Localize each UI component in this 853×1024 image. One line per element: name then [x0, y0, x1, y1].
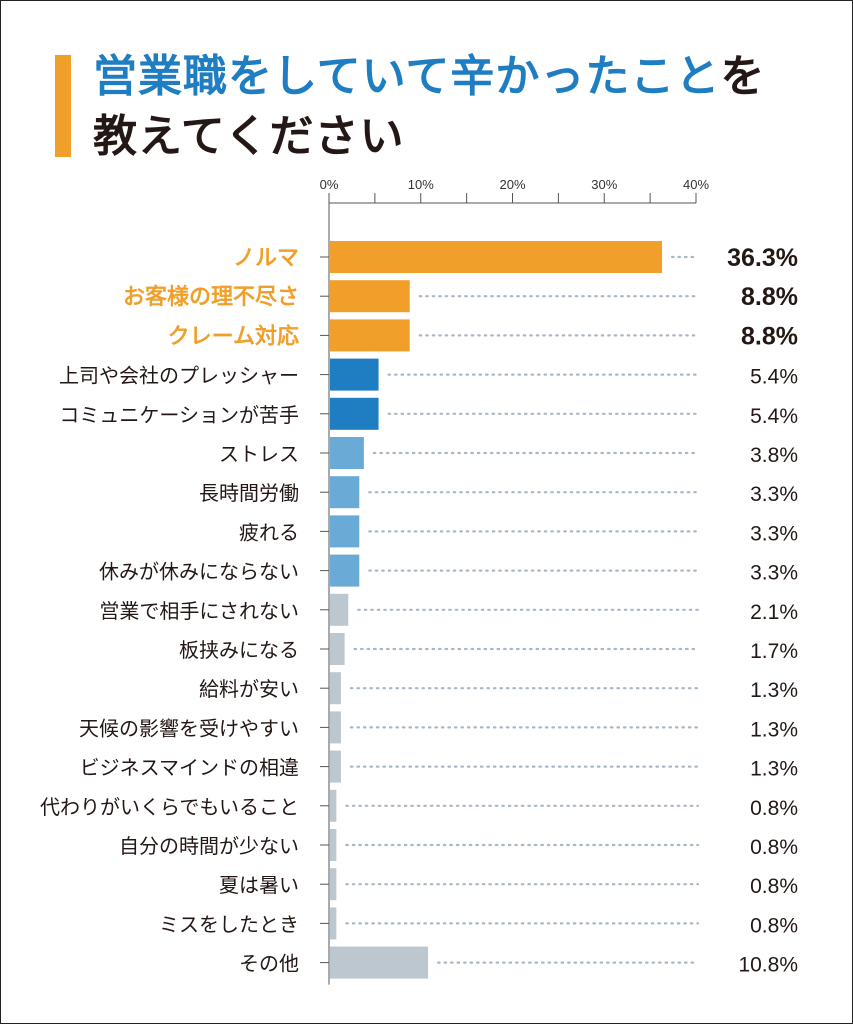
bar	[330, 319, 410, 352]
bar	[330, 672, 341, 705]
category-label: 上司や会社のプレッシャー	[59, 364, 299, 388]
chart-title-line-2: 教えてください	[93, 111, 405, 162]
value-label: 1.7%	[750, 640, 798, 663]
bar	[330, 633, 345, 665]
bar	[330, 593, 349, 626]
x-tick-label: 20%	[499, 177, 525, 192]
value-label: 0.8%	[750, 797, 798, 820]
value-label: 3.3%	[750, 522, 798, 545]
bar	[330, 515, 360, 548]
category-label: その他	[239, 952, 299, 976]
chart-title-rest: を	[720, 51, 766, 102]
value-label: 3.8%	[750, 444, 798, 467]
category-label: 長時間労働	[199, 481, 299, 505]
category-label: 疲れる	[239, 520, 299, 544]
x-tick-label: 0%	[320, 177, 339, 192]
category-label: お客様の理不尽さ	[123, 284, 299, 310]
value-label: 1.3%	[750, 758, 798, 781]
value-label: 0.8%	[750, 836, 798, 859]
value-label: 3.3%	[750, 483, 798, 506]
bar	[330, 868, 337, 901]
bar	[330, 241, 663, 273]
value-label: 8.8%	[741, 322, 798, 350]
category-label: コミュニケーションが苦手	[59, 403, 299, 427]
category-label: 休みが休みにならない	[99, 560, 299, 584]
value-label: 1.3%	[750, 718, 798, 741]
category-label: 給料が安い	[199, 677, 299, 701]
category-label: ミスをしたとき	[159, 912, 299, 936]
category-label: ビジネスマインドの相違	[80, 756, 299, 780]
value-label: 5.4%	[750, 405, 798, 428]
category-label: ノルマ	[233, 246, 299, 271]
value-label: 1.3%	[750, 679, 798, 702]
value-label: 0.8%	[750, 914, 798, 937]
bar	[330, 476, 360, 509]
category-label: クレーム対応	[168, 323, 299, 349]
value-label: 36.3%	[727, 244, 798, 272]
category-label: 天候の影響を受けやすい	[79, 716, 299, 740]
category-label: 板挟みになる	[179, 638, 299, 662]
x-tick-label: 10%	[408, 177, 434, 192]
bar	[330, 437, 364, 469]
value-label: 5.4%	[750, 366, 798, 389]
category-label: ストレス	[219, 442, 299, 466]
value-label: 2.1%	[750, 601, 798, 624]
x-tick-label: 30%	[591, 177, 617, 192]
bar	[330, 711, 341, 744]
title-accent-bar	[55, 55, 71, 157]
bar	[330, 946, 429, 979]
category-label: 営業で相手にされない	[99, 599, 299, 623]
chart-title-line-1: 営業職をしていて辛かったことを	[93, 55, 765, 99]
bar	[330, 907, 337, 940]
bar	[330, 829, 337, 861]
category-label: 代わりがいくらでもいること	[40, 795, 299, 819]
category-label: 自分の時間が少ない	[119, 834, 299, 858]
value-label: 0.8%	[750, 875, 798, 898]
category-label: 夏は暑い	[219, 873, 299, 897]
value-label: 10.8%	[738, 954, 798, 977]
x-tick-label: 40%	[683, 177, 709, 192]
chart-title-highlight: 営業職をしていて辛かったこと	[93, 51, 721, 102]
value-label: 3.3%	[750, 562, 798, 585]
bar	[330, 397, 379, 430]
value-label: 8.8%	[741, 283, 798, 311]
bar	[330, 554, 360, 587]
bar	[330, 750, 341, 783]
bar	[330, 789, 337, 822]
bar	[330, 358, 379, 391]
bar	[330, 280, 410, 313]
